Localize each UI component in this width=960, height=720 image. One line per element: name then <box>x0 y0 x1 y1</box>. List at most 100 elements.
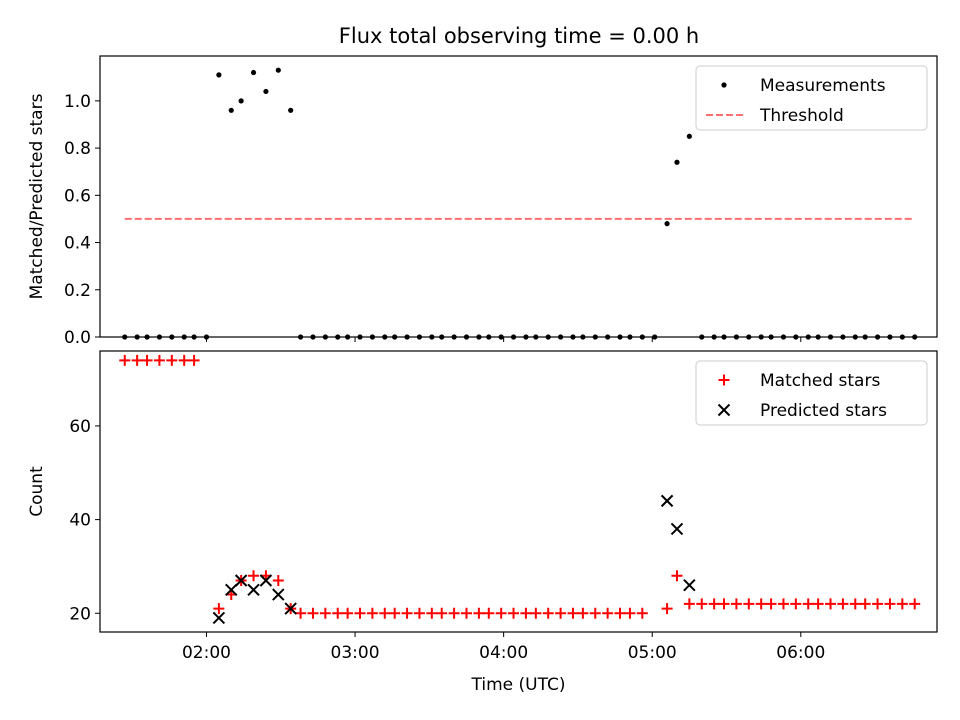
matched-star-point <box>802 598 814 610</box>
matched-star-point <box>426 607 438 619</box>
axes-frame <box>99 350 938 633</box>
predicted-star-point <box>247 583 260 597</box>
matched-star-point <box>153 354 165 366</box>
legend-box <box>695 65 928 131</box>
matched-star-point <box>295 607 307 619</box>
x-tick-label: 05:00 <box>628 643 677 663</box>
matched-star-point <box>448 607 460 619</box>
x-tick-label: 06:00 <box>776 643 825 663</box>
matched-star-point <box>837 598 849 610</box>
matched-star-point <box>896 598 908 610</box>
matched-star-point <box>765 598 777 610</box>
matched-star-point <box>413 607 425 619</box>
y-axis-label: Matched/Predicted stars <box>27 93 47 299</box>
y-tick-label: 20 <box>69 604 91 624</box>
matched-star-point <box>248 570 260 582</box>
measurement-point <box>686 133 692 139</box>
matched-star-point <box>577 607 589 619</box>
legend-label: Predicted stars <box>760 401 887 421</box>
matched-star-point <box>777 598 789 610</box>
matched-star-point <box>460 607 472 619</box>
chart-title: Flux total observing time = 0.00 h <box>339 24 699 48</box>
matched-star-point <box>849 598 861 610</box>
legend: Measurements Threshold <box>695 65 928 131</box>
measurement-point <box>228 107 234 113</box>
x-axis-label: Time (UTC) <box>471 675 566 695</box>
matched-star-point <box>790 598 802 610</box>
matched-star-point <box>683 598 695 610</box>
matched-star-point <box>589 607 601 619</box>
y-tick-label: 0.2 <box>64 281 91 301</box>
legend-label: Matched stars <box>760 371 880 391</box>
measurement-point <box>250 69 257 76</box>
legend-label: Threshold <box>759 106 844 126</box>
matched-star-point <box>624 607 636 619</box>
matched-star-point <box>213 603 225 615</box>
matched-star-point <box>884 598 896 610</box>
measurement-point <box>275 67 281 73</box>
legend: Matched stars Predicted stars <box>695 360 928 426</box>
matched-star-point <box>636 607 648 619</box>
predicted-star-point <box>234 574 248 587</box>
legend-marker-predicted <box>717 403 731 417</box>
predicted-star-point <box>259 574 273 587</box>
matched-star-point <box>755 598 767 610</box>
matched-star-point <box>859 598 871 610</box>
matched-star-point <box>508 607 520 619</box>
matched-star-point <box>119 354 131 366</box>
y-tick-label: 0.4 <box>64 234 91 254</box>
matched-star-point <box>708 598 720 610</box>
legend-marker-measurements <box>721 82 727 88</box>
y-axis-label: Count <box>27 466 47 517</box>
matched-star-point <box>354 607 366 619</box>
matched-star-point <box>696 598 708 610</box>
bottom-panel: 20 40 60 02:00 03:00 04:00 05:00 06:00 Count Time… <box>27 350 938 695</box>
matched-star-point <box>141 354 153 366</box>
matched-star-point <box>178 354 190 366</box>
predicted-star-point <box>225 583 238 597</box>
matched-star-point <box>319 607 331 619</box>
predicted-star-point <box>272 588 285 601</box>
matched-star-point <box>166 354 178 366</box>
y-tick-label: 0.0 <box>64 328 91 348</box>
matched-star-point <box>555 607 567 619</box>
matched-star-point <box>389 607 401 619</box>
axes-frame <box>99 55 938 338</box>
matched-star-point <box>520 607 532 619</box>
matched-star-point <box>730 598 742 610</box>
predicted-star-point <box>212 611 226 625</box>
matched-star-point <box>661 603 673 615</box>
x-tick-label: 04:00 <box>479 643 528 663</box>
matched-star-point <box>812 598 824 610</box>
matched-star-point <box>872 598 884 610</box>
y-tick-label: 0.8 <box>64 139 91 159</box>
predicted-star-point <box>683 578 696 592</box>
matched-star-point <box>542 607 554 619</box>
matched-star-point <box>671 570 683 582</box>
matched-star-point <box>743 598 755 610</box>
matched-star-point <box>307 607 319 619</box>
matched-star-point <box>909 598 921 610</box>
matched-star-point <box>567 607 579 619</box>
y-tick-label: 40 <box>69 511 91 531</box>
measurement-point <box>674 159 680 165</box>
matched-star-point <box>718 598 730 610</box>
matched-star-point <box>530 607 542 619</box>
matched-star-point <box>495 607 507 619</box>
matched-star-point <box>332 607 344 619</box>
predicted-star-point <box>660 494 674 508</box>
x-tick-label: 02:00 <box>182 643 231 663</box>
legend-box <box>695 360 928 426</box>
matched-star-point <box>379 607 391 619</box>
matched-star-point <box>614 607 626 619</box>
measurement-point <box>216 72 222 78</box>
matched-star-point <box>272 574 284 586</box>
matched-star-point <box>825 598 837 610</box>
y-tick-label: 60 <box>69 417 91 437</box>
predicted-star-point <box>670 522 684 536</box>
matched-star-point <box>483 607 495 619</box>
legend-marker-matched <box>718 374 730 386</box>
measurement-point <box>664 221 670 227</box>
matched-star-point <box>602 607 614 619</box>
legend-label: Measurements <box>760 76 886 96</box>
